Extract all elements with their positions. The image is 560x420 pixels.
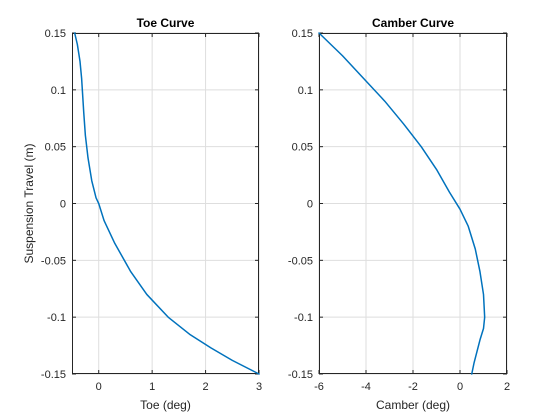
toe-x-tick-label: 0	[96, 381, 102, 393]
toe-y-tick-label: 0.1	[51, 85, 66, 97]
camber-x-tick-label: -4	[361, 381, 371, 393]
camber-y-tick-label: 0.15	[292, 28, 313, 40]
camber-x-tick-label: 2	[504, 381, 510, 393]
toe-x-tick-label: 1	[149, 381, 155, 393]
camber-chart-title: Camber Curve	[372, 16, 454, 30]
toe-y-tick-label: 0.05	[45, 142, 66, 154]
camber-x-tick-label: -6	[314, 381, 324, 393]
toe-y-tick-label: -0.05	[41, 255, 66, 267]
toe-x-axis-label: Toe (deg)	[140, 398, 191, 412]
toe-series-line	[73, 32, 260, 375]
camber-x-tick-label: 0	[457, 381, 463, 393]
toe-y-tick-label: -0.1	[47, 312, 66, 324]
camber-y-tick-label: 0.05	[292, 142, 313, 154]
camber-x-tick-label: -2	[408, 381, 418, 393]
toe-y-axis-label: Suspension Travel (m)	[22, 143, 36, 263]
toe-x-tick-label: 2	[203, 381, 209, 393]
toe-y-tick-label: 0.15	[45, 28, 66, 40]
camber-curve-chart: -6 -4 -2 0 2 -0.15 -0.1 -0.05 0 0.05 0.1 0.15 Camber…	[288, 16, 510, 412]
camber-y-tick-label: -0.15	[288, 369, 313, 381]
camber-x-axis-label: Camber (deg)	[376, 398, 450, 412]
toe-y-tick-label: 0	[60, 199, 66, 211]
camber-series-line	[318, 32, 486, 375]
camber-y-tick-label: 0	[307, 199, 313, 211]
toe-x-tick-label: 3	[256, 381, 262, 393]
toe-chart-title: Toe Curve	[137, 16, 195, 30]
camber-y-tick-label: 0.1	[298, 85, 313, 97]
toe-y-tick-label: -0.15	[41, 369, 66, 381]
toe-curve-chart: 0 1 2 3 -0.15 -0.1 -0.05 0 0.05 0.1 0.15 Toe Curve T…	[22, 16, 262, 412]
camber-y-tick-label: -0.05	[288, 255, 313, 267]
camber-y-tick-label: -0.1	[294, 312, 313, 324]
